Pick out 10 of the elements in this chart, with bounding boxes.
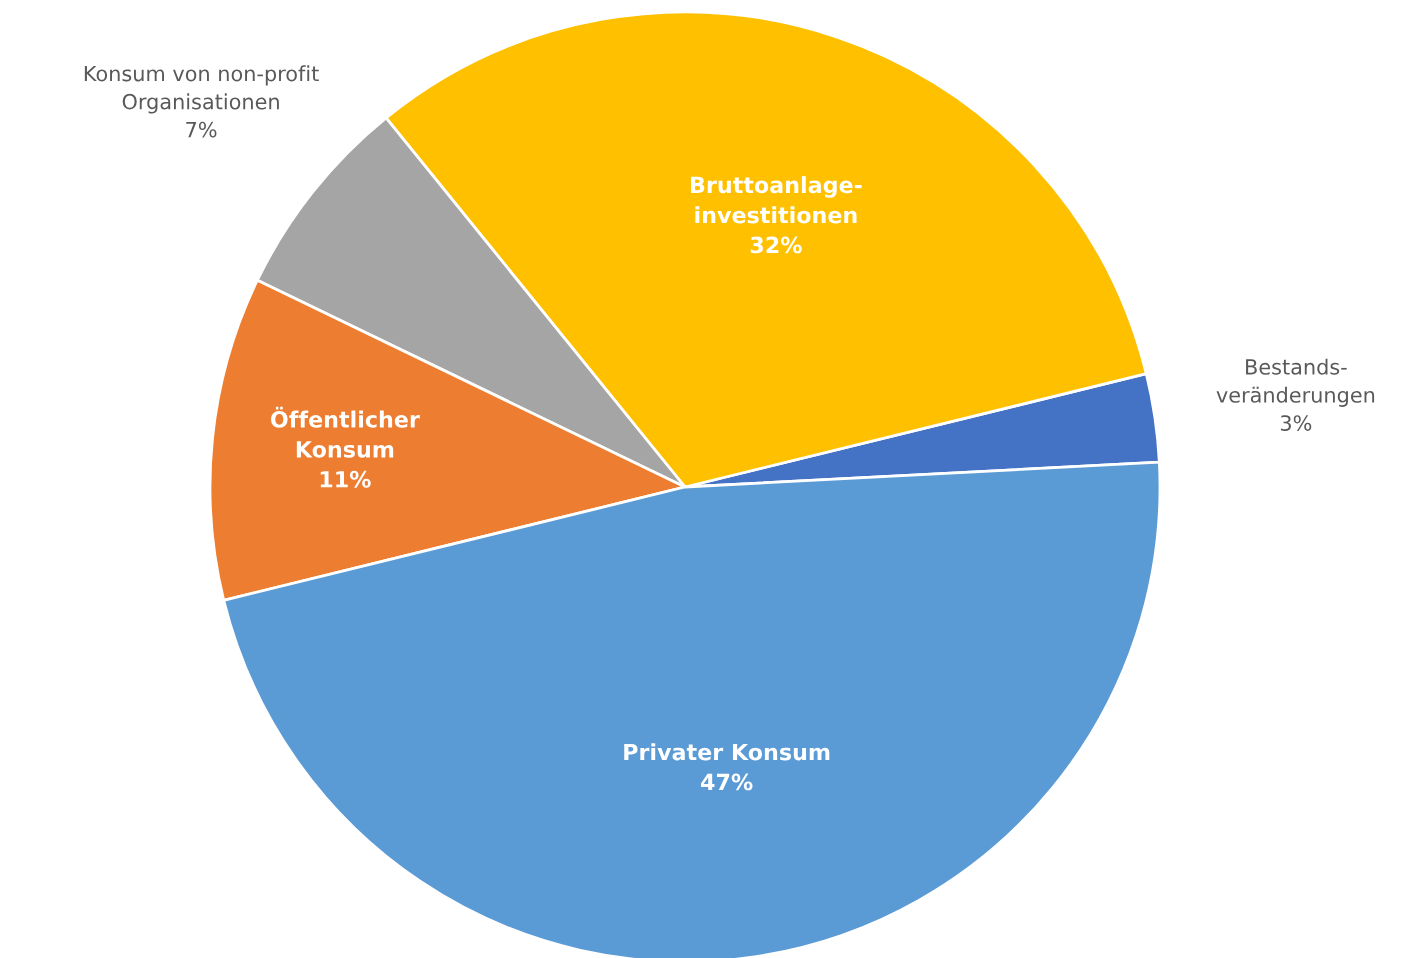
slice-label: Bruttoanlage- investitionen: [691, 176, 862, 224]
data-label: 3%: [1280, 415, 1312, 431]
slice-label: Öffentlicher Konsum: [270, 406, 420, 458]
slice-label: Bestands- veränderungen: [1216, 358, 1375, 407]
slice-label: Privater Konsum: [624, 743, 830, 761]
slice-label: Konsum von non-profit Organisationen: [84, 65, 319, 114]
data-label: 11%: [320, 470, 371, 488]
data-label: 32%: [750, 236, 802, 254]
data-label: 7%: [186, 121, 217, 138]
data-label: 47%: [701, 773, 753, 791]
